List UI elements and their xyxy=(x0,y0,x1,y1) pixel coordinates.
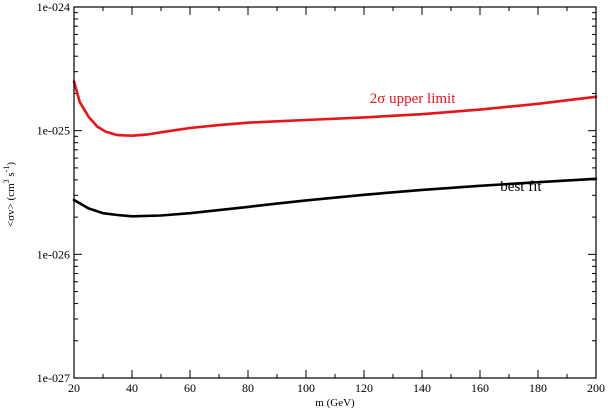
y-axis-label-part: <σv> (cm xyxy=(5,183,17,227)
y-axis-label-superscript: 3 xyxy=(2,179,11,183)
x-axis-label: m (GeV) xyxy=(315,397,355,409)
best-fit-line xyxy=(72,177,598,218)
y-axis-label-part: s xyxy=(5,172,17,179)
y-axis-label-part: ) xyxy=(5,162,17,166)
labels-layer: 20 40 60 80 100 120 140 160 180 200 1e-027 1e-026 1e… xyxy=(37,0,605,395)
x-tick-label: 140 xyxy=(413,381,431,395)
y-tick-label: 1e-025 xyxy=(37,124,70,138)
x-tick-label: 120 xyxy=(355,381,373,395)
x-tick-label: 180 xyxy=(529,381,547,395)
x-tick-label: 100 xyxy=(297,381,315,395)
y-axis-label-superscript: -1 xyxy=(2,166,11,173)
x-tick-label: 200 xyxy=(587,381,605,395)
plot-frame xyxy=(73,6,597,379)
y-axis-label: <σv> (cm3 s-1) xyxy=(2,162,17,227)
y-tick-label: 1e-026 xyxy=(37,247,70,261)
y-tick-label: 1e-024 xyxy=(37,0,70,14)
best-fit-annotation: best fit xyxy=(500,179,542,195)
series-layer xyxy=(72,80,598,218)
x-tick-label: 80 xyxy=(242,381,254,395)
x-tick-label: 40 xyxy=(126,381,138,395)
upper-limit-annotation: 2σ upper limit xyxy=(370,91,456,107)
upper-limit-line xyxy=(72,80,598,137)
y-tick-label: 1e-027 xyxy=(37,371,70,385)
x-tick-label: 60 xyxy=(184,381,196,395)
x-tick-label: 20 xyxy=(68,381,80,395)
x-tick-label: 160 xyxy=(471,381,489,395)
